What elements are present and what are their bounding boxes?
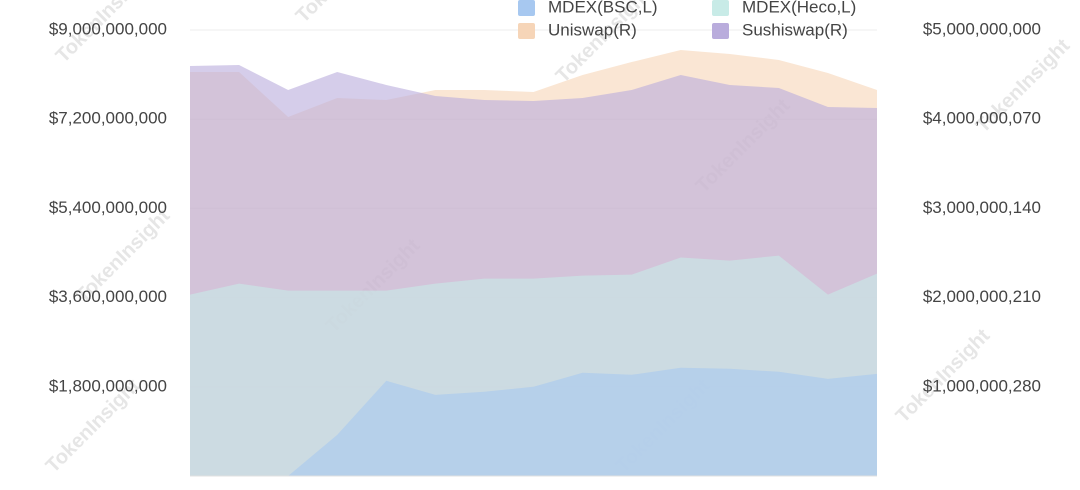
y2-tick-label: $4,000,000,070 [923, 109, 1041, 128]
legend-swatch [518, 0, 535, 16]
y2-tick-label: $5,000,000,000 [923, 19, 1041, 38]
legend-swatch [712, 23, 729, 39]
y-tick-label: $3,600,000,000 [49, 287, 167, 306]
y2-tick-label: $1,000,000,280 [923, 376, 1041, 395]
legend-label: MDEX(BSC,L) [548, 0, 658, 16]
legend-label: Sushiswap(R) [742, 20, 848, 39]
y-tick-label: $5,400,000,000 [49, 198, 167, 217]
y-tick-label: $7,200,000,000 [49, 109, 167, 128]
y2-tick-label: $2,000,000,210 [923, 287, 1041, 306]
legend-label: MDEX(Heco,L) [742, 0, 856, 16]
y-tick-label: $1,800,000,000 [49, 376, 167, 395]
y2-tick-label: $3,000,000,140 [923, 198, 1041, 217]
legend-swatch [518, 23, 535, 39]
y-tick-label: $9,000,000,000 [49, 19, 167, 38]
legend-swatch [712, 0, 729, 16]
area [190, 367, 877, 476]
watermark: TokenInsight [292, 0, 395, 27]
legend-label: Uniswap(R) [548, 20, 637, 39]
